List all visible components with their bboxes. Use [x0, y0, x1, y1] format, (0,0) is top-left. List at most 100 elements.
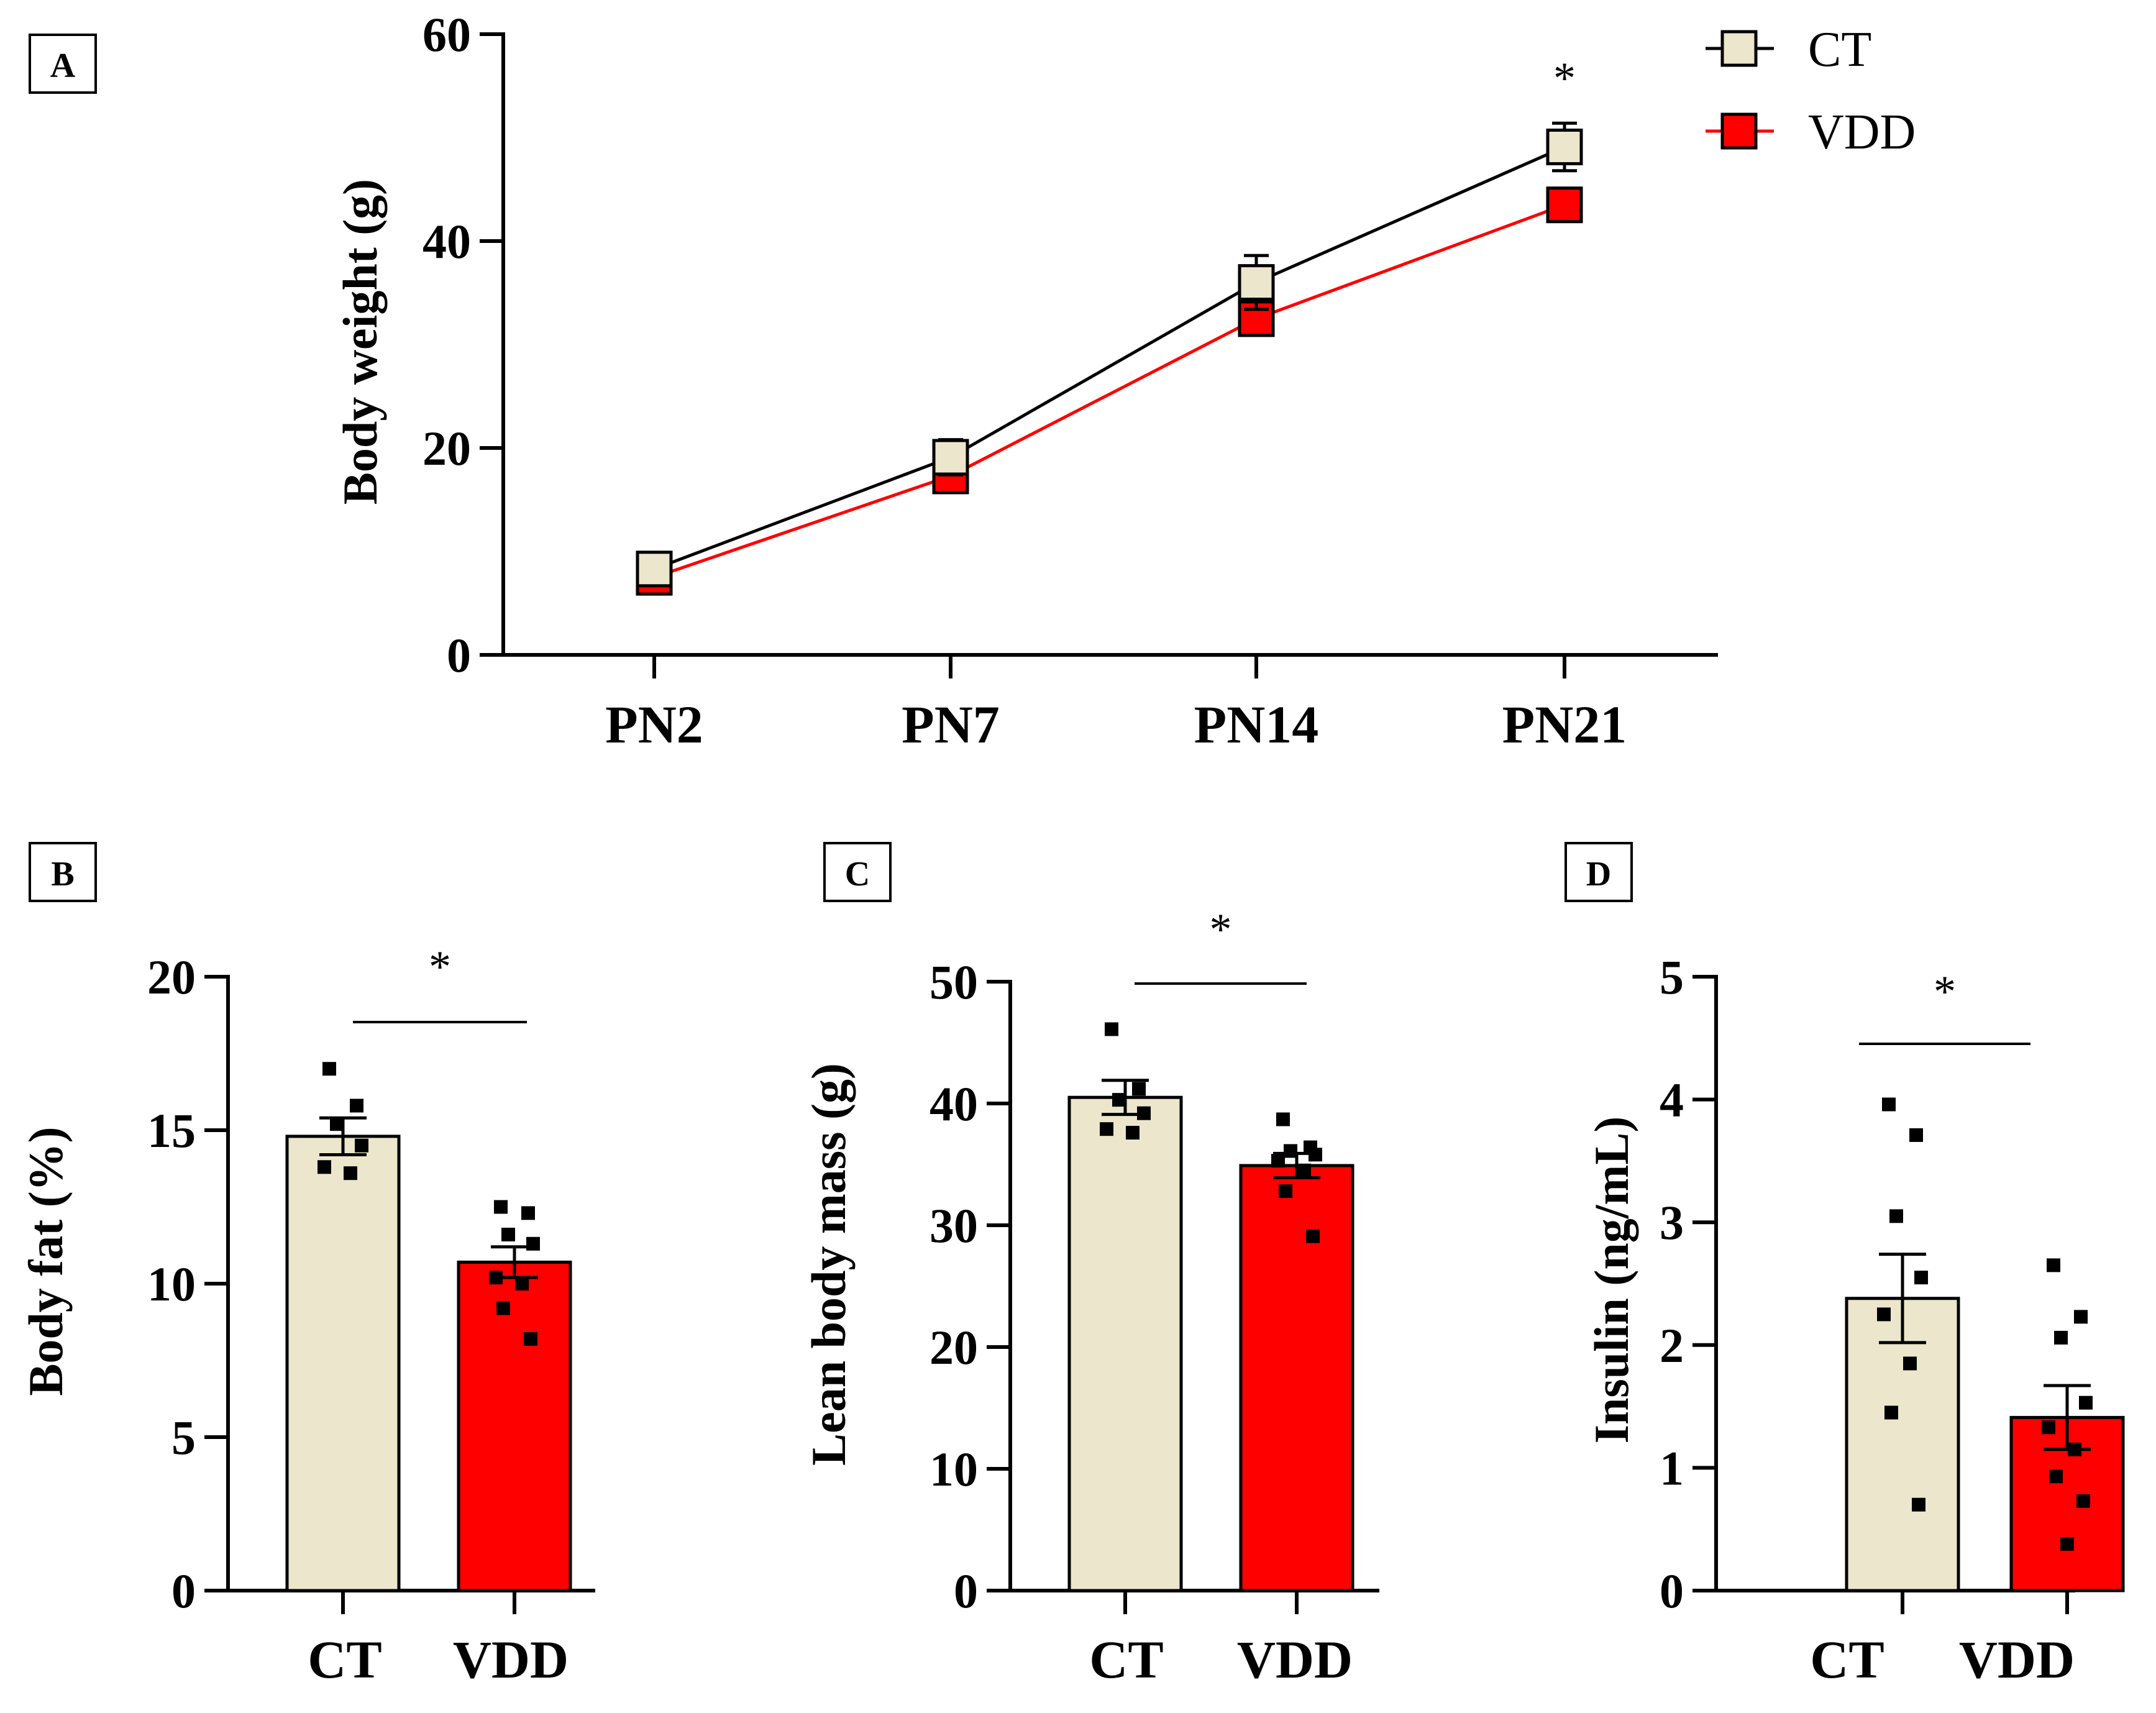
- c-data-point: [1284, 1144, 1297, 1158]
- a-y-tick-label: 60: [423, 7, 471, 62]
- d-y-tick-label: 0: [1660, 1564, 1684, 1618]
- a-point-vdd: [1546, 186, 1583, 224]
- d-significance-star: *: [1934, 967, 1956, 1016]
- c-y-tick-label: 40: [930, 1077, 978, 1131]
- d-data-point: [2054, 1330, 2068, 1345]
- a-point-vdd: [1238, 300, 1275, 337]
- b-y-tick-label: 15: [147, 1103, 196, 1158]
- c-data-point: [1112, 1093, 1126, 1107]
- c-data-point: [1309, 1148, 1322, 1162]
- a-point-ct: [1546, 128, 1583, 165]
- d-data-point: [1914, 1271, 1928, 1285]
- c-data-point: [1126, 1126, 1140, 1140]
- c-data-point: [1279, 1184, 1292, 1199]
- a-series-line-ct: [654, 145, 1566, 571]
- c-y-tick-label: 30: [930, 1199, 978, 1253]
- b-data-point: [526, 1236, 540, 1251]
- d-bar-ct: [1845, 1297, 1960, 1592]
- legend-vdd-marker: [1720, 112, 1758, 150]
- d-y-axis-label: Insulin (ng/mL): [1584, 1117, 1638, 1444]
- a-y-tick-label: 40: [423, 214, 471, 268]
- b-data-point: [330, 1117, 344, 1131]
- d-x-tick-label: CT: [1810, 1630, 1884, 1689]
- b-bar-ct: [285, 1135, 401, 1592]
- a-series-line-vdd: [654, 203, 1565, 579]
- b-significance-star: *: [429, 942, 451, 992]
- a-point-ct: [1238, 264, 1275, 301]
- panel-label-a-text: A: [50, 47, 76, 85]
- panel-label-c: C: [823, 842, 892, 902]
- d-y-tick-label: 5: [1660, 950, 1684, 1004]
- c-y-tick-label: 0: [954, 1564, 978, 1618]
- d-data-point: [1882, 1097, 1896, 1112]
- panel-label-b: B: [29, 842, 97, 902]
- panel-label-d-text: D: [1586, 855, 1611, 893]
- b-data-point: [322, 1062, 336, 1076]
- c-data-point: [1100, 1122, 1113, 1136]
- b-data-point: [317, 1160, 331, 1174]
- b-data-point: [501, 1227, 515, 1241]
- c-bar-vdd: [1239, 1164, 1354, 1592]
- d-y-tick-label: 1: [1660, 1441, 1684, 1495]
- d-y-tick-label: 3: [1660, 1195, 1684, 1249]
- b-y-tick-label: 5: [171, 1410, 196, 1464]
- a-x-tick-label: PN7: [902, 695, 1000, 754]
- c-y-tick-label: 10: [930, 1442, 978, 1496]
- c-bar-ct: [1067, 1095, 1183, 1592]
- b-data-point: [344, 1166, 357, 1181]
- b-data-point: [355, 1138, 368, 1153]
- d-data-point: [1909, 1128, 1923, 1142]
- d-data-point: [1884, 1405, 1898, 1420]
- b-y-tick-label: 0: [171, 1564, 196, 1618]
- legend: CT VDD: [1706, 22, 1916, 160]
- b-y-axis-label: Body fat (%): [19, 1126, 73, 1396]
- c-x-tick-label: VDD: [1237, 1630, 1353, 1689]
- a-point-ct: [636, 550, 673, 588]
- d-data-point: [2068, 1442, 2081, 1456]
- c-data-point: [1105, 1022, 1118, 1036]
- d-x-tick-label: VDD: [1959, 1630, 2075, 1689]
- a-y-axis-label: Body weight (g): [333, 179, 387, 505]
- d-data-point: [2060, 1537, 2074, 1551]
- c-y-tick-label: 50: [930, 955, 978, 1009]
- b-x-tick-label: VDD: [453, 1630, 569, 1689]
- panel-label-c-text: C: [845, 855, 870, 893]
- a-significance-star: *: [1553, 53, 1576, 103]
- d-data-point: [2049, 1469, 2063, 1484]
- c-data-point: [1297, 1163, 1311, 1177]
- b-data-point: [524, 1332, 537, 1346]
- c-data-point: [1132, 1082, 1146, 1096]
- legend-vdd-label: VDD: [1808, 105, 1916, 160]
- d-data-point: [2076, 1494, 2090, 1508]
- d-y-tick-label: 2: [1660, 1318, 1684, 1373]
- b-y-tick-label: 10: [147, 1257, 196, 1311]
- panel-label-d: D: [1564, 842, 1633, 902]
- b-data-point: [521, 1206, 535, 1220]
- d-data-point: [2079, 1396, 2093, 1410]
- c-data-point: [1306, 1229, 1320, 1243]
- a-x-tick-label: PN14: [1194, 695, 1319, 754]
- panel-label-a: A: [29, 34, 97, 94]
- c-x-tick-label: CT: [1089, 1630, 1163, 1689]
- d-data-point: [1877, 1307, 1891, 1322]
- d-y-tick-label: 4: [1660, 1073, 1684, 1127]
- b-data-point: [489, 1271, 503, 1285]
- b-data-point: [496, 1301, 510, 1315]
- c-data-point: [1271, 1154, 1285, 1168]
- b-data-point: [350, 1099, 363, 1113]
- b-data-point: [494, 1200, 508, 1214]
- c-y-tick-label: 20: [930, 1320, 978, 1374]
- legend-ct-label: CT: [1808, 22, 1871, 77]
- legend-ct-marker: [1720, 30, 1758, 67]
- c-data-point: [1137, 1106, 1151, 1120]
- d-data-point: [1903, 1356, 1917, 1371]
- d-data-point: [2047, 1258, 2060, 1272]
- c-y-axis-label: Lean body mass (g): [802, 1063, 856, 1466]
- b-y-tick-label: 20: [147, 950, 196, 1004]
- d-data-point: [2042, 1420, 2055, 1435]
- panel-label-b-text: B: [51, 855, 74, 893]
- a-x-tick-label: PN21: [1502, 695, 1627, 754]
- d-data-point: [1912, 1497, 1925, 1512]
